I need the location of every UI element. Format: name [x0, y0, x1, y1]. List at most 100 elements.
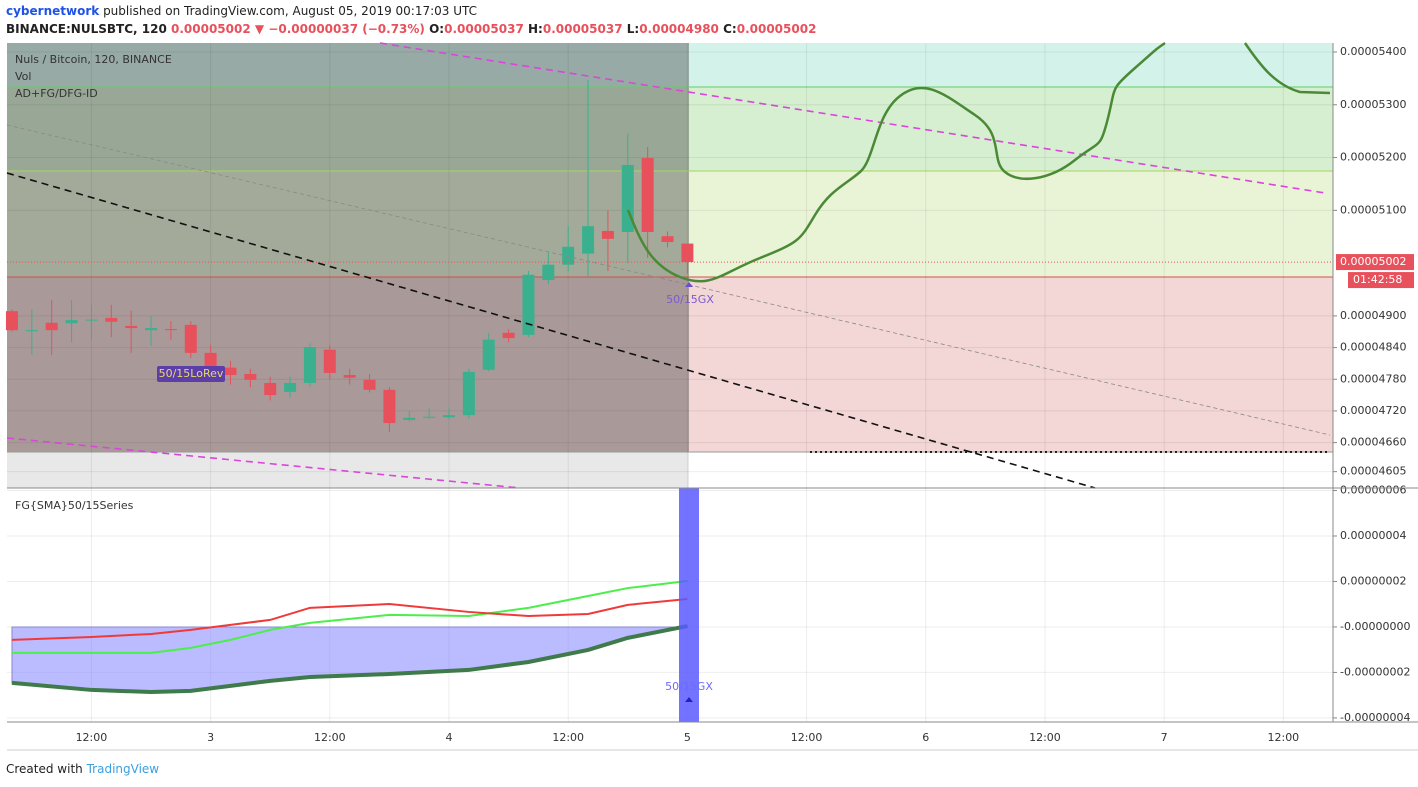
- annotation: 50/15GX: [665, 680, 713, 693]
- zones: [7, 43, 1333, 488]
- candle-body: [45, 322, 58, 331]
- chart-title: Nuls / Bitcoin, 120, BINANCE: [15, 53, 172, 66]
- candle-body: [562, 246, 575, 265]
- y-tick-label: 0.00004720: [1340, 404, 1406, 417]
- candle-body: [383, 389, 396, 424]
- l-label: L:: [626, 22, 640, 36]
- y-tick-label: 0.00004900: [1340, 309, 1406, 322]
- candle-body: [343, 375, 356, 378]
- trend-line: [6, 172, 1096, 489]
- trend-line: [6, 124, 1331, 436]
- x-tick-label: 4: [446, 731, 453, 744]
- y-tick-label: -0.00000000: [1340, 620, 1410, 633]
- y-tick-label: 0.00004840: [1340, 341, 1406, 354]
- candle-body: [85, 319, 98, 321]
- labels: Nuls / Bitcoin, 120, BINANCE Vol AD+FG/D…: [15, 53, 714, 702]
- o-label: O:: [429, 22, 445, 36]
- zone: [7, 171, 1333, 277]
- indicator-line: [11, 597, 688, 641]
- candle-body: [244, 373, 257, 380]
- candle-body: [601, 230, 614, 239]
- o: 0.00005037: [444, 22, 524, 36]
- y-tick-label: 0.00005400: [1340, 45, 1406, 58]
- drawings: [6, 41, 1331, 722]
- indicator-line: [11, 580, 688, 654]
- annotation: 50/15GX: [666, 293, 714, 306]
- candle-body: [681, 243, 694, 263]
- y-tick-label: 0.00000004: [1340, 529, 1406, 542]
- candle-body: [303, 347, 316, 383]
- h-label: H:: [528, 22, 543, 36]
- candle-body: [105, 318, 118, 322]
- marker: [685, 282, 693, 287]
- y-tick-label: 0.00005100: [1340, 203, 1406, 216]
- frame: [7, 43, 1418, 751]
- plot: 0.00005002 01:42:58: [5, 79, 1414, 694]
- candle-body: [502, 332, 515, 339]
- c-label: C:: [723, 22, 737, 36]
- arrow: ▼: [254, 22, 265, 36]
- x-tick-label: 12:00: [791, 731, 823, 744]
- x-tick-label: 3: [207, 731, 214, 744]
- countdown: 01:42:58: [1353, 273, 1402, 286]
- x-tick-label: 6: [922, 731, 929, 744]
- y-tick-label: -0.00000002: [1340, 665, 1410, 678]
- candle-body: [164, 329, 177, 331]
- y-tick-label: 0.00005200: [1340, 151, 1406, 164]
- candle-body: [25, 330, 38, 332]
- c: 0.00005002: [736, 22, 817, 36]
- published: published on TradingView.com, August 05,…: [103, 4, 478, 18]
- marker: [685, 697, 693, 702]
- candle-body: [363, 379, 376, 390]
- candle-body: [661, 236, 674, 243]
- annotation: 50/15LoRev: [159, 367, 224, 380]
- candle-body: [323, 349, 336, 373]
- trend-line: [379, 42, 1326, 194]
- candle-body: [482, 339, 495, 370]
- x-tick-label: 12:00: [552, 731, 584, 744]
- last-price-box: [1336, 254, 1414, 271]
- y-tick-label: 0.00004605: [1340, 465, 1406, 478]
- h: 0.00005037: [542, 22, 623, 36]
- indicator-name: Vol: [15, 70, 31, 83]
- candle-body: [423, 416, 436, 418]
- header-line-2: BINANCE:NULSBTC, 120 0.00005002 ▼ −0.000…: [6, 22, 816, 36]
- brand[interactable]: TradingView: [86, 762, 160, 776]
- x-tick-label: 12:00: [314, 731, 346, 744]
- candle-body: [582, 226, 595, 254]
- candle-body: [224, 367, 237, 376]
- symbol: BINANCE:NULSBTC, 120: [6, 22, 167, 36]
- x-tick-label: 12:00: [1029, 731, 1061, 744]
- grid: 0.00005400 0.00005300 0.00005200 0.00005100…: [7, 43, 1410, 744]
- candle-body: [125, 325, 138, 329]
- candle-body: [522, 274, 535, 335]
- y-tick-label: 0.00004660: [1340, 436, 1406, 449]
- candle-body: [204, 352, 217, 368]
- candle-body: [403, 417, 416, 420]
- indicator-title: FG{SMA}50/15Series: [15, 499, 134, 512]
- trend-line: [6, 437, 521, 489]
- candle-body: [264, 382, 277, 396]
- x-tick-label: 7: [1161, 731, 1168, 744]
- countdown-box: [1348, 272, 1414, 289]
- footer: Created with TradingView: [6, 762, 159, 776]
- y-tick-label: 0.00000006: [1340, 484, 1406, 497]
- author[interactable]: cybernetwork: [6, 4, 100, 18]
- last-price-label: 0.00005002: [1340, 255, 1406, 268]
- y-tick-label: 0.00005300: [1340, 98, 1406, 111]
- indicator-line: [11, 624, 688, 694]
- x-tick-label: 5: [684, 731, 691, 744]
- signal-bar: [679, 488, 699, 722]
- candle-body: [145, 328, 158, 331]
- x-tick-label: 12:00: [76, 731, 108, 744]
- price: 0.00005002: [170, 22, 251, 36]
- candle-body: [443, 415, 455, 418]
- zone: [7, 452, 689, 488]
- y-tick-label: -0.00000004: [1340, 711, 1410, 724]
- y-tick-label: 0.00000002: [1340, 574, 1406, 587]
- forecast-curve: [626, 41, 1331, 283]
- candle-body: [284, 382, 297, 392]
- x-tick-label: 12:00: [1267, 731, 1299, 744]
- candle-body: [641, 158, 654, 232]
